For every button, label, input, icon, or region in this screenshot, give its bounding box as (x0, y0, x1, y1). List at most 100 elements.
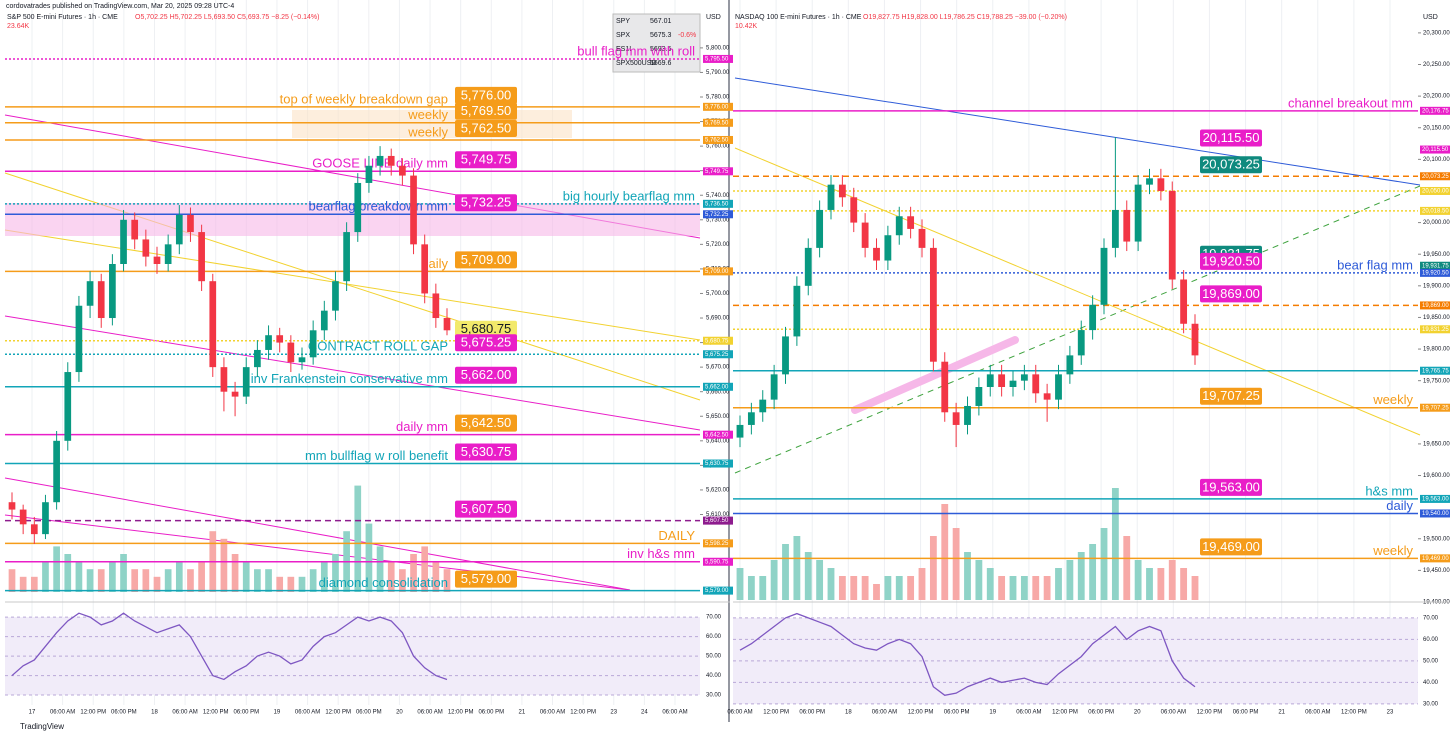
volume-bar (86, 569, 94, 592)
volume-bar (109, 561, 116, 592)
price-tag (455, 119, 517, 137)
candle-body (365, 165, 373, 183)
candle-body (97, 281, 105, 319)
volume-bar (736, 568, 744, 600)
candle-body (907, 216, 915, 229)
candle-body (53, 440, 60, 503)
watch-symbol: SPX500USD (616, 60, 656, 67)
price-tag-label: 5,607.50 (461, 501, 512, 516)
rsi-tick-label: 30.00 (706, 693, 722, 699)
time-label: 12:00 PM (203, 710, 229, 716)
volume-bar (1089, 544, 1097, 600)
volume-bar (1180, 568, 1188, 600)
axis-price-tag (703, 267, 733, 276)
axis-price-label: 19,540.00 (1422, 511, 1449, 517)
time-label: 12:00 PM (570, 710, 596, 716)
volume-bar (1020, 576, 1028, 600)
level-note: weekly (407, 124, 448, 139)
price-tag-label: 5,662.00 (461, 367, 512, 382)
price-tag-label: 5,732.25 (461, 195, 512, 210)
level-note: DAILY (658, 528, 695, 543)
candle-body (421, 244, 429, 294)
y-tick-label: 5,790.00 (706, 70, 730, 76)
candle-body (231, 391, 239, 397)
axis-price-tag (703, 336, 733, 345)
volume-bar (918, 568, 926, 600)
volume-bar (1055, 568, 1062, 600)
trendline (4, 315, 701, 431)
level-note: bearflag breakdown mm (309, 199, 448, 214)
y-tick-label: 19,950.00 (1423, 252, 1450, 258)
axis-price-tag (1420, 366, 1450, 375)
price-tag (455, 86, 517, 104)
volume-bar (952, 528, 960, 600)
volume-bar (1123, 536, 1131, 600)
time-label: 06:00 AM (172, 710, 197, 716)
volume-bar (265, 569, 272, 592)
candle-body (804, 247, 812, 286)
volume-bar (975, 560, 983, 600)
time-label: 06:00 AM (50, 710, 75, 716)
volume-bar (793, 536, 801, 600)
candle-body (1055, 374, 1062, 400)
axis-price-tag (703, 459, 733, 468)
time-label: 19 (274, 710, 281, 716)
volume-bar (1191, 576, 1199, 600)
trendline (734, 185, 1421, 474)
rsi-tick-label: 50.00 (706, 654, 722, 660)
y-tick-label: 5,800.00 (706, 45, 730, 51)
volume-bar (365, 523, 373, 592)
volume-bar (1100, 528, 1108, 600)
axis-price-label: 5,607.50 (705, 518, 729, 524)
watch-symbol: SPY (616, 18, 630, 25)
axis-price-label: 19,831.25 (1422, 327, 1449, 333)
time-label: 20 (1134, 710, 1141, 716)
time-label: 06:00 PM (1088, 710, 1114, 716)
y-tick-label: 19,500.00 (1423, 536, 1450, 542)
volume-bar (907, 576, 915, 600)
trendline (734, 147, 1421, 436)
volume-bar (998, 576, 1006, 600)
price-tag (455, 151, 517, 169)
candle-body (320, 310, 328, 331)
candle-body (309, 330, 317, 358)
candle-body (64, 372, 72, 441)
brand: TradingView (20, 722, 64, 731)
rsi-tick-label: 70.00 (1423, 615, 1439, 621)
candle-body (131, 219, 139, 240)
axis-price-tag (1420, 509, 1450, 518)
time-label: 06:00 AM (727, 710, 752, 716)
y-tick-label: 5,700.00 (706, 291, 730, 297)
candle-body (332, 281, 339, 311)
trendline (4, 514, 631, 591)
price-tag-label: 5,762.50 (461, 120, 512, 135)
price-tag-label: 5,709.00 (461, 252, 512, 267)
rsi-tick-label: 30.00 (1423, 702, 1439, 708)
candle-body (287, 342, 295, 363)
time-label: 06:00 AM (872, 710, 897, 716)
candle-body (1077, 330, 1085, 356)
candle-body (952, 412, 960, 425)
level-note: weekly (1372, 392, 1413, 407)
volume-bar (986, 568, 994, 600)
candle-body (998, 374, 1006, 387)
time-label: 06:00 AM (662, 710, 687, 716)
volume-bar (309, 569, 317, 592)
y-tick-label: 5,670.00 (706, 365, 730, 371)
volume-bar (410, 554, 417, 592)
y-tick-label: 5,660.00 (706, 389, 730, 395)
level-note: diamond consolidation (319, 575, 448, 590)
candle-body (42, 502, 49, 535)
volume-bar (187, 569, 194, 592)
time-label: 06:00 AM (540, 710, 565, 716)
level-note: daily mm (396, 419, 448, 434)
price-tag (455, 500, 517, 518)
candle-body (1089, 304, 1097, 331)
y-tick-label: 5,760.00 (706, 144, 730, 150)
y-tick-label: 20,200.00 (1423, 94, 1450, 100)
time-label: 17 (29, 710, 36, 716)
volume-bar (131, 569, 139, 592)
price-tag-label: 5,749.75 (461, 152, 512, 167)
candle-body (175, 214, 183, 245)
volume-bar (804, 552, 812, 600)
